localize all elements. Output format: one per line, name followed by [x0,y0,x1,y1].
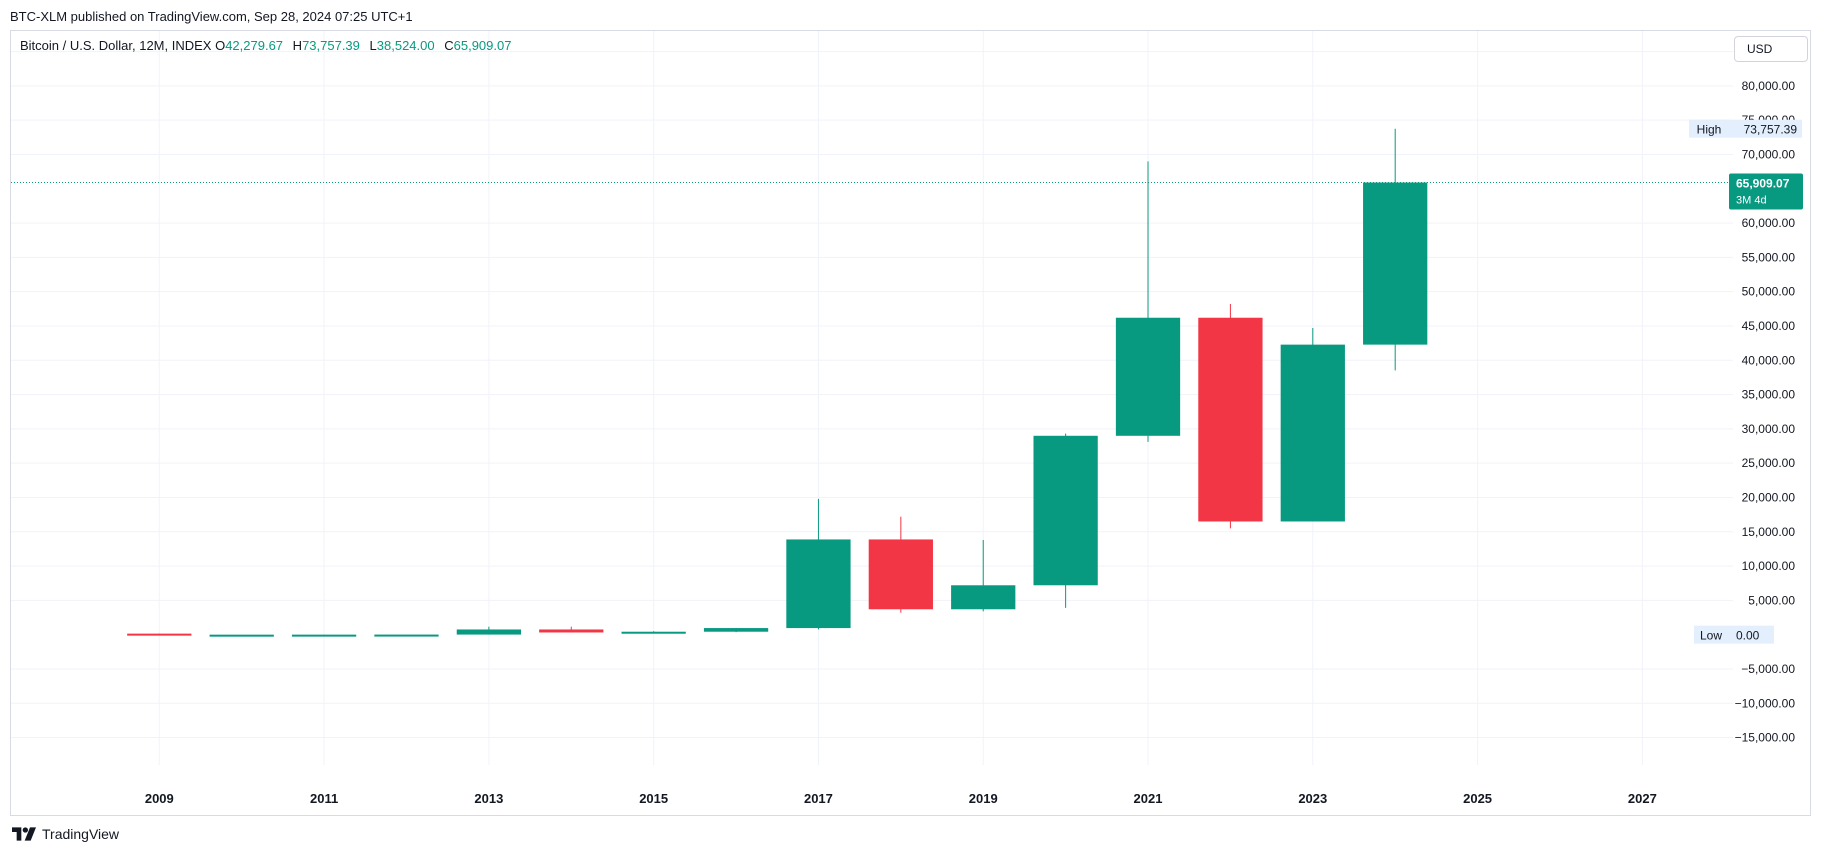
low-value: 38,524.00 [376,38,435,53]
candle-body [127,633,192,636]
candle-body [1363,182,1428,345]
high-value: 73,757.39 [1744,123,1798,137]
high-label: H [292,38,303,53]
candle-body [1115,317,1181,436]
y-tick-label: 40,000.00 [1742,353,1796,367]
candle-body [951,585,1016,610]
candle-body [786,539,851,629]
y-tick-label: 70,000.00 [1742,147,1796,161]
footer-brand[interactable]: TradingView [12,826,119,842]
symbol-legend: Bitcoin / U.S. Dollar, 12M, INDEX O42,27… [20,38,517,53]
high-label: High [1697,123,1722,137]
candle-body [456,629,522,635]
candle-body [1280,344,1345,522]
y-tick-label: 20,000.00 [1742,490,1796,504]
y-tick-label: −5,000.00 [1741,662,1795,676]
candle-body [539,629,604,633]
candle-body [868,539,933,610]
close-value: 65,909.07 [453,38,512,53]
low-value-bg [1729,625,1774,644]
x-tick-label: 2027 [1628,791,1657,806]
y-tick-label: 50,000.00 [1742,285,1796,299]
footer-brand-text: TradingView [42,826,120,842]
high-label-bg [1689,119,1729,138]
candle-body [291,634,357,637]
x-tick-label: 2025 [1463,791,1492,806]
high-value: 73,757.39 [302,38,360,53]
symbol-name[interactable]: Bitcoin / U.S. Dollar, 12M, INDEX [20,38,212,53]
y-tick-label: 25,000.00 [1742,456,1796,470]
y-tick-label: −10,000.00 [1735,696,1796,710]
y-tick-label: 35,000.00 [1742,388,1796,402]
last-price-tag [1729,173,1803,210]
candle-body [209,634,274,637]
last-price-value: 65,909.07 [1736,177,1790,191]
candles [127,128,1428,637]
low-label: Low [1700,629,1722,643]
price-markers: High 73,757.39 Low 0.00 65,909.07 3M 4d [1689,119,1803,644]
y-tick-label: 10,000.00 [1742,559,1796,573]
candle-body [1033,435,1098,586]
currency-button[interactable]: USD [1734,36,1808,62]
x-tick-label: 2019 [969,791,998,806]
y-tick-label: 5,000.00 [1748,593,1795,607]
chart-frame [10,30,1811,816]
high-value-bg [1729,119,1802,138]
candle-body [703,628,769,632]
x-tick-label: 2023 [1298,791,1327,806]
open-value: 42,279.67 [225,38,284,53]
y-tick-label: 45,000.00 [1742,319,1796,333]
x-tick-label: 2009 [145,791,174,806]
y-tick-label: 55,000.00 [1742,250,1796,264]
y-tick-label: −15,000.00 [1735,731,1796,745]
x-tick-label: 2011 [310,791,338,806]
y-tick-label: 80,000.00 [1742,79,1796,93]
candle-body [1198,317,1263,522]
time-axis[interactable]: 2009 2011 2013 2015 2017 2019 2021 2023 2025 2027 [145,791,1657,806]
published-caption: BTC-XLM published on TradingView.com, Se… [10,9,413,24]
x-tick-label: 2015 [639,791,668,806]
y-tick-label: 30,000.00 [1742,422,1796,436]
open-label: O [215,38,226,53]
candle-body [374,634,439,637]
low-value: 0.00 [1736,629,1760,643]
countdown-label: 3M 4d [1736,195,1767,207]
candle-body [621,631,686,634]
y-tick-label: 15,000.00 [1742,525,1796,539]
low-label: L [369,38,377,53]
x-tick-label: 2021 [1134,791,1163,806]
x-tick-label: 2017 [804,791,833,806]
x-tick-label: 2013 [474,791,503,806]
price-axis[interactable]: 85,000.0080,000.0075,000.0070,000.0060,0… [1735,45,1796,745]
close-label: C [444,38,454,53]
low-label-bg [1694,625,1729,644]
y-tick-label: 60,000.00 [1742,216,1796,230]
tradingview-logo-icon [12,827,36,841]
grid-lines [11,31,1733,765]
